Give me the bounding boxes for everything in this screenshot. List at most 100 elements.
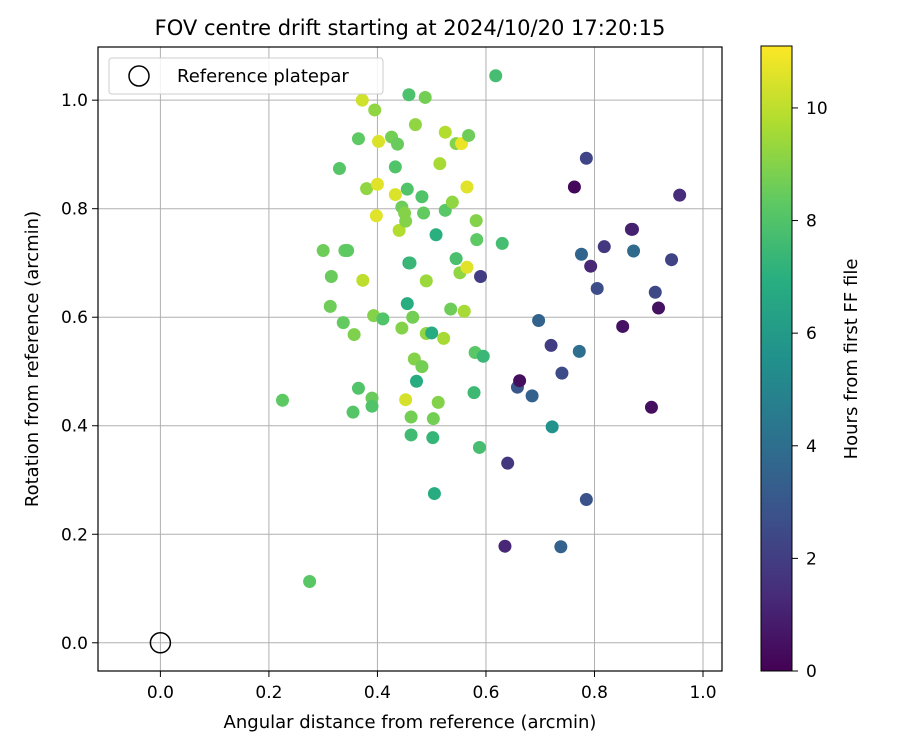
- legend-entry-reference: Reference platepar: [177, 66, 349, 87]
- x-tick-label: 0.6: [472, 683, 499, 703]
- data-point: [470, 233, 484, 247]
- data-point: [426, 412, 440, 426]
- data-point: [584, 259, 598, 273]
- data-point: [376, 312, 390, 326]
- data-point: [418, 90, 432, 104]
- data-point: [402, 88, 416, 102]
- colorbar-tick-label: 0: [806, 662, 817, 682]
- data-point: [644, 400, 658, 414]
- grid: [98, 47, 722, 671]
- data-point: [625, 222, 639, 236]
- data-point: [431, 395, 445, 409]
- data-point: [429, 228, 443, 242]
- data-point: [498, 539, 512, 553]
- data-point: [365, 399, 379, 413]
- data-point: [554, 540, 568, 554]
- data-point: [474, 270, 488, 284]
- colorbar-ticks: 0 2 4 6 8 10: [792, 99, 828, 682]
- data-point: [303, 574, 317, 588]
- data-point: [665, 253, 679, 267]
- data-point: [410, 374, 424, 388]
- y-tick-label: 0.4: [61, 417, 88, 437]
- y-tick-label: 0.6: [61, 308, 88, 328]
- data-point: [341, 243, 355, 257]
- x-tick-label: 0.2: [255, 683, 282, 703]
- data-point: [408, 118, 422, 132]
- data-point: [495, 236, 509, 250]
- data-point: [489, 69, 503, 83]
- data-point: [332, 162, 346, 176]
- data-point: [400, 297, 414, 311]
- data-point: [370, 177, 384, 191]
- data-point: [351, 132, 365, 146]
- y-tick-label: 0.0: [61, 634, 88, 654]
- x-tick-label: 1.0: [689, 683, 716, 703]
- x-tick-label: 0.8: [581, 683, 608, 703]
- data-point: [399, 214, 413, 228]
- legend: Reference platepar: [108, 57, 384, 95]
- data-point: [419, 274, 433, 288]
- chart-title: FOV centre drift starting at 2024/10/20 …: [155, 16, 666, 40]
- legend-box: [108, 57, 384, 95]
- data-point: [648, 285, 662, 299]
- colorbar-tick-label: 8: [806, 212, 817, 232]
- data-point: [426, 431, 440, 445]
- y-tick-label: 0.2: [61, 525, 88, 545]
- data-point: [460, 180, 474, 194]
- data-point: [391, 137, 405, 151]
- data-point: [425, 326, 439, 340]
- data-point: [567, 180, 581, 194]
- data-point: [472, 440, 486, 454]
- data-point: [324, 270, 338, 284]
- data-point: [460, 260, 474, 274]
- data-points: [275, 69, 687, 588]
- data-point: [513, 374, 527, 388]
- colorbar-tick-label: 10: [806, 99, 828, 119]
- data-point: [336, 316, 350, 330]
- data-point: [356, 273, 370, 287]
- colorbar-tick-label: 6: [806, 324, 817, 344]
- plot-frame: [97, 46, 723, 672]
- data-point: [406, 310, 420, 324]
- data-point: [275, 393, 289, 407]
- data-point: [417, 206, 431, 220]
- data-point: [433, 157, 447, 171]
- y-axis: 0.0 0.2 0.4 0.6 0.8 1.0: [61, 91, 98, 654]
- data-point: [574, 247, 588, 261]
- data-point: [501, 456, 515, 470]
- data-point: [532, 313, 546, 327]
- data-point: [462, 128, 476, 142]
- data-point: [579, 151, 593, 165]
- data-point: [627, 244, 641, 258]
- colorbar-tick-label: 2: [806, 549, 817, 569]
- data-point: [457, 304, 471, 318]
- colorbar-gradient: [760, 45, 793, 672]
- data-point: [525, 389, 539, 403]
- reference-marker: [149, 632, 172, 654]
- colorbar-label: Hours from first FF file: [841, 259, 862, 460]
- data-point: [415, 190, 429, 204]
- data-point: [544, 338, 558, 352]
- data-point: [545, 420, 559, 434]
- data-point: [652, 301, 666, 315]
- data-point: [449, 252, 463, 266]
- data-point: [368, 103, 382, 117]
- data-point: [597, 240, 611, 254]
- x-tick-label: 0.4: [364, 683, 391, 703]
- data-point: [372, 134, 386, 148]
- data-point: [400, 182, 414, 196]
- data-point: [572, 344, 586, 358]
- data-point: [351, 381, 365, 395]
- data-point: [355, 93, 369, 107]
- data-point: [579, 493, 593, 507]
- data-point: [438, 125, 452, 139]
- data-point: [388, 160, 402, 174]
- data-point: [469, 214, 483, 228]
- data-point: [616, 319, 630, 333]
- y-tick-label: 1.0: [61, 91, 88, 111]
- data-point: [427, 487, 441, 501]
- data-point: [444, 302, 458, 316]
- data-point: [316, 243, 330, 257]
- data-point: [445, 195, 459, 209]
- data-point: [404, 428, 418, 442]
